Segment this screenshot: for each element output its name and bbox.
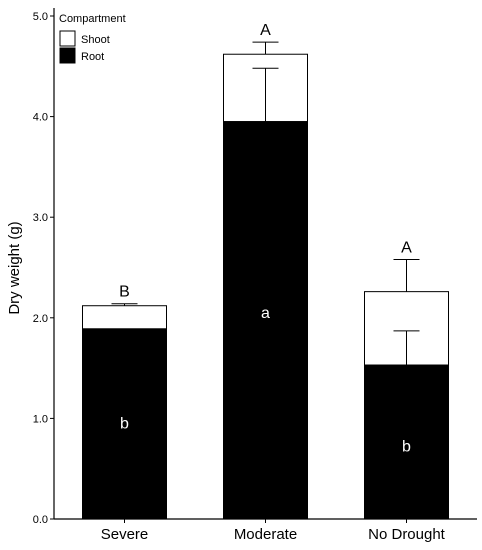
error-bars	[111, 41, 420, 366]
y-tick-label: 5.0	[33, 11, 48, 23]
legend-swatch	[59, 30, 76, 47]
shoot-significance-letter: A	[401, 239, 412, 256]
root-significance-letter: a	[261, 305, 270, 322]
y-tick-label: 1.0	[33, 413, 48, 425]
y-axis-title: Dry weight (g)	[6, 221, 23, 314]
y-tick-label: 2.0	[33, 313, 48, 325]
legend-swatch	[59, 47, 76, 64]
bar-root	[82, 328, 167, 520]
y-tick-label: 3.0	[33, 212, 48, 224]
x-tick-label: Moderate	[234, 526, 297, 543]
root-significance-letter: b	[402, 439, 411, 456]
significance-letters: Bb Aa Ab	[119, 22, 412, 455]
axes: 0.0 1.0 2.0 3.0 4.0 5.0 Severe Moderate No Droug…	[33, 8, 477, 543]
bar-root	[223, 121, 308, 520]
legend-label: Root	[81, 51, 104, 63]
shoot-significance-letter: A	[260, 22, 271, 39]
legend-label: Shoot	[81, 34, 110, 46]
legend-title: Compartment	[59, 13, 126, 25]
bar-root	[364, 364, 449, 520]
legend: Compartment Shoot Root	[59, 13, 126, 64]
bar-shoot	[82, 305, 167, 330]
y-tick-label: 4.0	[33, 112, 48, 124]
root-significance-letter: b	[120, 415, 129, 432]
shoot-significance-letter: B	[119, 284, 130, 301]
bars	[82, 53, 449, 520]
x-tick-label: Severe	[101, 526, 149, 543]
y-tick-label: 0.0	[33, 514, 48, 526]
x-tick-label: No Drought	[368, 526, 446, 543]
